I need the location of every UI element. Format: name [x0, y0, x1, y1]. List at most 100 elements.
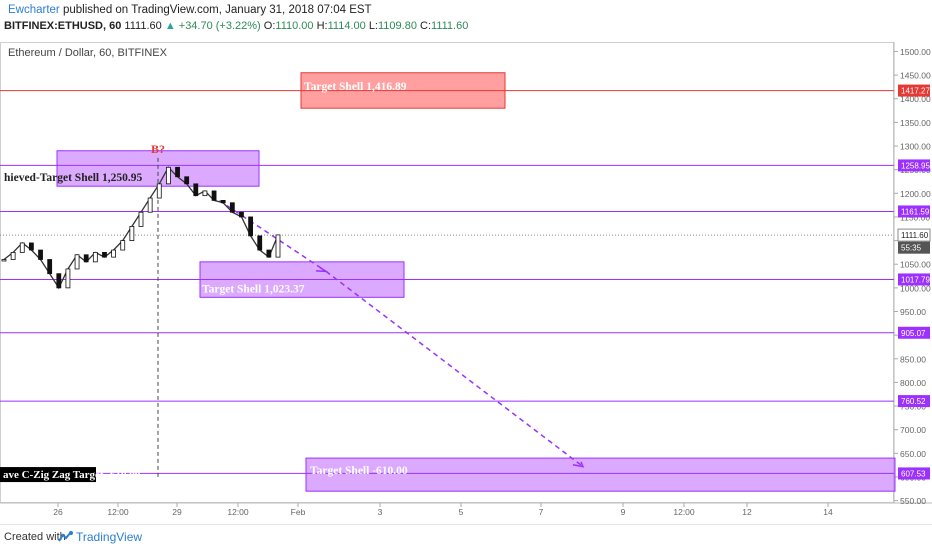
x-tick-label: Feb [291, 507, 306, 517]
x-tick-label: 12:00 [107, 507, 129, 517]
y-tick-label: 1400.00 [900, 94, 931, 104]
candle [74, 254, 80, 270]
price-tag-label: 1417.27 [901, 87, 930, 96]
candle [56, 273, 62, 289]
projection-line-2 [325, 270, 584, 468]
symbol-label: BITFINEX:ETHUSD, 60 [4, 20, 122, 32]
candle [165, 166, 171, 185]
price-tag [898, 84, 930, 97]
price-tag-label: 607.53 [901, 469, 926, 478]
price-change: +34.70 (+3.22%) [178, 20, 261, 32]
price-tag [898, 205, 930, 218]
projection-arrowhead-2 [572, 461, 585, 468]
high-value: 1114.00 [327, 20, 366, 32]
candle [211, 190, 217, 201]
low-value: 1109.80 [378, 20, 417, 32]
x-tick-label: 14 [823, 507, 833, 517]
target-zones [56, 72, 896, 492]
candle [266, 249, 272, 258]
candle [120, 240, 126, 251]
x-tick-label: 5 [459, 507, 464, 517]
candle [248, 216, 254, 237]
chart-header: Ewcharter published on TradingView.com, … [0, 0, 932, 36]
price-tags: 1417.27 1258.95 1161.59 1111.60 55:35 1017.79… [897, 84, 931, 480]
plot-border [0, 42, 894, 503]
x-tick-label: 3 [378, 507, 383, 517]
zone-label: Target Shell 1,023.37 [202, 283, 305, 295]
y-tick-label: 1300.00 [900, 142, 931, 152]
candle [220, 199, 226, 204]
y-tick-label: 800.00 [900, 378, 926, 388]
candle [65, 268, 71, 289]
tradingview-logo-icon [58, 531, 73, 542]
close-value: 1111.60 [431, 20, 469, 32]
candle [129, 225, 135, 241]
chart-area[interactable]: Ethereum / Dollar, 60, BITFINEX 1500.00 1… [0, 36, 932, 520]
candle [275, 234, 281, 258]
up-arrow-icon: ▲ [164, 20, 176, 32]
price-tag-label: 1111.60 [901, 231, 929, 240]
projection-arrowhead-1 [315, 266, 329, 273]
candle [229, 202, 235, 213]
price-tag [898, 395, 930, 408]
x-tick-label: 29 [172, 507, 182, 517]
x-tick-label: 7 [539, 507, 544, 517]
last-price: 1111.60 [124, 20, 162, 32]
high-label: H: [316, 20, 328, 32]
candle [38, 249, 43, 260]
candle [19, 242, 25, 253]
tradingview-brand-link[interactable]: TradingView [76, 530, 143, 544]
candle [193, 183, 199, 197]
target-zone [305, 457, 896, 492]
y-tick-label: 700.00 [900, 425, 926, 435]
y-tick-label: 950.00 [900, 307, 926, 317]
candle [156, 183, 162, 199]
close-label: C: [420, 20, 432, 32]
footer: Created with TradingView [0, 524, 932, 551]
wave-c-label-box [0, 467, 96, 483]
candle [138, 211, 144, 227]
candle [1, 259, 7, 262]
price-chart[interactable]: Ethereum / Dollar, 60, BITFINEX 1500.00 1… [0, 36, 932, 520]
low-label: L: [368, 20, 378, 32]
price-tag-label: 1258.95 [901, 161, 930, 170]
price-tag [898, 241, 930, 254]
candle [184, 176, 190, 185]
ohlc-line: BITFINEX:ETHUSD, 60 1111.60 ▲ +34.70 (+3… [4, 20, 468, 32]
publish-info: published on TradingView.com, January 31… [62, 4, 372, 16]
y-tick-label: 1350.00 [900, 118, 931, 128]
y-tick-label: 1050.00 [900, 260, 931, 270]
wave-c-label: ave C-Zig Zag Target- 610.00 [3, 469, 141, 481]
price-tag [898, 326, 930, 339]
candle [92, 252, 98, 263]
created-with-label: Created with [4, 531, 66, 543]
zone-label: Target Shell -610.00 [310, 465, 408, 477]
projection-line-1 [211, 195, 327, 272]
y-tick-label: 1000.00 [900, 283, 931, 293]
y-tick-label: 550.00 [900, 496, 926, 506]
x-tick-label: 12:00 [227, 507, 249, 517]
candle [102, 252, 107, 258]
y-tick-label: 650.00 [900, 449, 926, 459]
y-tick-label: 1500.00 [900, 47, 931, 57]
x-tick-label: 9 [621, 507, 626, 517]
x-tick-label: 26 [53, 507, 63, 517]
candle [111, 249, 116, 258]
candle [202, 190, 208, 197]
price-tag-label: 905.07 [901, 329, 926, 338]
price-tag [898, 159, 930, 172]
candle [239, 211, 244, 218]
candle [257, 235, 263, 251]
price-tag-label: 760.52 [901, 397, 926, 406]
candle [147, 197, 153, 213]
price-tag-label: 1161.59 [901, 207, 930, 216]
author-link[interactable]: Ewcharter [8, 4, 60, 16]
wave-b-label: B? [151, 142, 165, 156]
price-tag-label: 55:35 [901, 244, 922, 253]
x-tick-label: 12:00 [673, 507, 695, 517]
y-tick-label: 850.00 [900, 354, 926, 364]
y-tick-label: 1200.00 [900, 189, 931, 199]
x-tick-label: 12 [742, 507, 752, 517]
x-tick-labels: 26 12:00 29 12:00 Feb 3 5 7 9 12:00 12 14 [53, 503, 833, 517]
price-tag [898, 467, 930, 480]
